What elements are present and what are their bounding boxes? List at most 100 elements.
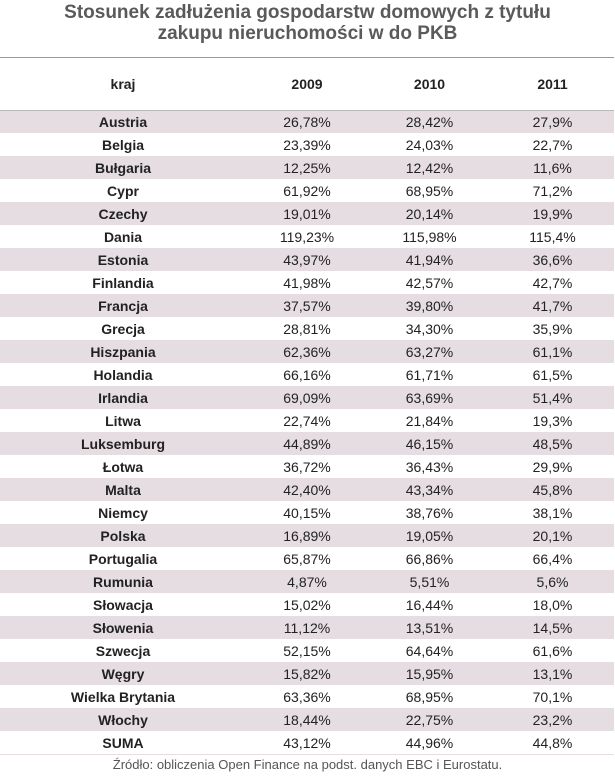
cell-2010: 115,98% bbox=[368, 225, 491, 249]
cell-2010: 15,95% bbox=[368, 662, 491, 686]
cell-2010: 19,05% bbox=[368, 524, 491, 548]
cell-2009: 11,12% bbox=[246, 616, 368, 640]
table-row: Słowacja 15,02% 16,44% 18,0% bbox=[0, 593, 614, 617]
table-row: Austria 26,78% 28,42% 27,9% bbox=[0, 110, 614, 134]
header-2009: 2009 bbox=[246, 58, 368, 111]
cell-2009: 61,92% bbox=[246, 179, 368, 203]
cell-2010: 28,42% bbox=[368, 110, 491, 134]
cell-2010: 21,84% bbox=[368, 409, 491, 433]
cell-country: Hiszpania bbox=[0, 340, 246, 364]
header-country: kraj bbox=[0, 58, 246, 111]
cell-2010: 42,57% bbox=[368, 271, 491, 295]
cell-2011: 19,9% bbox=[491, 202, 614, 226]
cell-2010: 24,03% bbox=[368, 133, 491, 157]
cell-2010: 66,86% bbox=[368, 547, 491, 571]
cell-country: Cypr bbox=[0, 179, 246, 203]
table-row: Irlandia 69,09% 63,69% 51,4% bbox=[0, 386, 614, 410]
cell-country: Belgia bbox=[0, 133, 246, 157]
cell-2011: 45,8% bbox=[491, 478, 614, 502]
cell-2009: 69,09% bbox=[246, 386, 368, 410]
cell-2009: 119,23% bbox=[246, 225, 368, 249]
table-row: Włochy 18,44% 22,75% 23,2% bbox=[0, 708, 614, 732]
cell-2010: 22,75% bbox=[368, 708, 491, 732]
table-row: Słowenia 11,12% 13,51% 14,5% bbox=[0, 616, 614, 640]
cell-2011: 61,6% bbox=[491, 639, 614, 663]
cell-country: Słowenia bbox=[0, 616, 246, 640]
cell-country: Francja bbox=[0, 294, 246, 318]
cell-2010: 64,64% bbox=[368, 639, 491, 663]
cell-2010: 63,27% bbox=[368, 340, 491, 364]
cell-2009: 65,87% bbox=[246, 547, 368, 571]
cell-country: Portugalia bbox=[0, 547, 246, 571]
cell-2011: 66,4% bbox=[491, 547, 614, 571]
cell-2010: 68,95% bbox=[368, 179, 491, 203]
cell-2011: 13,1% bbox=[491, 662, 614, 686]
cell-2011: 35,9% bbox=[491, 317, 614, 341]
cell-2011: 115,4% bbox=[491, 225, 614, 249]
source-note: Źródło: obliczenia Open Finance na podst… bbox=[112, 757, 503, 772]
table-row: Bułgaria 12,25% 12,42% 11,6% bbox=[0, 156, 614, 180]
cell-2011: 70,1% bbox=[491, 685, 614, 709]
cell-2010: 63,69% bbox=[368, 386, 491, 410]
cell-2009: 22,74% bbox=[246, 409, 368, 433]
cell-2009: 43,97% bbox=[246, 248, 368, 272]
table-row: Dania 119,23% 115,98% 115,4% bbox=[0, 225, 614, 249]
cell-2009: 66,16% bbox=[246, 363, 368, 387]
cell-2011: 38,1% bbox=[491, 501, 614, 525]
cell-country: Estonia bbox=[0, 248, 246, 272]
cell-2009: 23,39% bbox=[246, 133, 368, 157]
cell-country: Łotwa bbox=[0, 455, 246, 479]
cell-2010: 39,80% bbox=[368, 294, 491, 318]
table-row: Wielka Brytania 63,36% 68,95% 70,1% bbox=[0, 685, 614, 709]
table-body: Austria 26,78% 28,42% 27,9% Belgia 23,39% 24,0… bbox=[0, 110, 614, 755]
cell-country: Włochy bbox=[0, 708, 246, 732]
cell-2010: 36,43% bbox=[368, 455, 491, 479]
cell-country: Finlandia bbox=[0, 271, 246, 295]
table-row: Portugalia 65,87% 66,86% 66,4% bbox=[0, 547, 614, 571]
cell-2009: 62,36% bbox=[246, 340, 368, 364]
table-row: Cypr 61,92% 68,95% 71,2% bbox=[0, 179, 614, 203]
table-row: Hiszpania 62,36% 63,27% 61,1% bbox=[0, 340, 614, 364]
title-line-2: zakupu nieruchomości w do PKB bbox=[157, 23, 458, 44]
cell-2011: 48,5% bbox=[491, 432, 614, 456]
cell-2011: 23,2% bbox=[491, 708, 614, 732]
table-row: Polska 16,89% 19,05% 20,1% bbox=[0, 524, 614, 548]
cell-2011: 61,5% bbox=[491, 363, 614, 387]
cell-2009: 63,36% bbox=[246, 685, 368, 709]
table-row: Estonia 43,97% 41,94% 36,6% bbox=[0, 248, 614, 272]
cell-country: Czechy bbox=[0, 202, 246, 226]
cell-2009: 4,87% bbox=[246, 570, 368, 594]
cell-2010: 12,42% bbox=[368, 156, 491, 180]
cell-2010: 61,71% bbox=[368, 363, 491, 387]
cell-country: Litwa bbox=[0, 409, 246, 433]
header-2011: 2011 bbox=[491, 58, 614, 111]
cell-2009: 19,01% bbox=[246, 202, 368, 226]
cell-2009: 40,15% bbox=[246, 501, 368, 525]
cell-country: Niemcy bbox=[0, 501, 246, 525]
cell-2010: 5,51% bbox=[368, 570, 491, 594]
table-row: SUMA 43,12% 44,96% 44,8% bbox=[0, 731, 614, 755]
cell-2011: 14,5% bbox=[491, 616, 614, 640]
cell-2010: 43,34% bbox=[368, 478, 491, 502]
cell-2009: 37,57% bbox=[246, 294, 368, 318]
cell-2009: 28,81% bbox=[246, 317, 368, 341]
table-title: Stosunek zadłużenia gospodarstw domowych… bbox=[0, 0, 615, 48]
cell-2011: 41,7% bbox=[491, 294, 614, 318]
table-row: Rumunia 4,87% 5,51% 5,6% bbox=[0, 570, 614, 594]
cell-2011: 27,9% bbox=[491, 110, 614, 134]
cell-2009: 18,44% bbox=[246, 708, 368, 732]
cell-2009: 15,02% bbox=[246, 593, 368, 617]
cell-2009: 16,89% bbox=[246, 524, 368, 548]
cell-2011: 71,2% bbox=[491, 179, 614, 203]
table-row: Francja 37,57% 39,80% 41,7% bbox=[0, 294, 614, 318]
cell-country: Szwecja bbox=[0, 639, 246, 663]
table-row: Węgry 15,82% 15,95% 13,1% bbox=[0, 662, 614, 686]
cell-country: Węgry bbox=[0, 662, 246, 686]
cell-2009: 36,72% bbox=[246, 455, 368, 479]
cell-country: Wielka Brytania bbox=[0, 685, 246, 709]
cell-2011: 42,7% bbox=[491, 271, 614, 295]
data-table: kraj 2009 2010 2011 Austria 26,78% 28,42% 2… bbox=[0, 58, 614, 755]
cell-country: Irlandia bbox=[0, 386, 246, 410]
cell-2009: 26,78% bbox=[246, 110, 368, 134]
cell-2010: 46,15% bbox=[368, 432, 491, 456]
